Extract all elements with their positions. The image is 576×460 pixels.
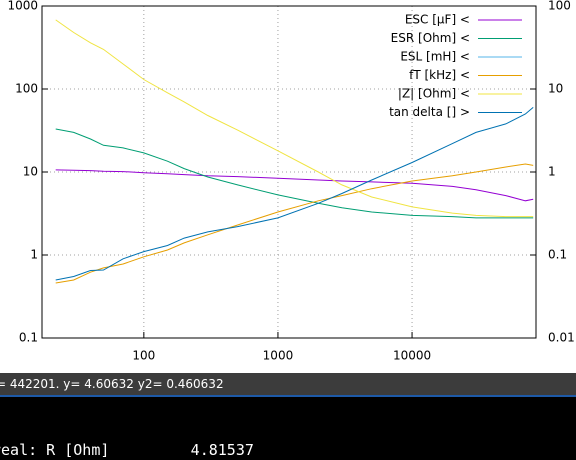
plot-frame bbox=[41, 5, 537, 339]
y-tick-label: 1 bbox=[30, 248, 38, 262]
y2-tick-label: 0.1 bbox=[548, 248, 567, 262]
legend-label: |Z| [Ohm] < bbox=[398, 87, 470, 101]
y-tick-label: 10 bbox=[23, 165, 38, 179]
y2-tick-label: 100 bbox=[548, 0, 571, 13]
x-tick-label: 1000 bbox=[263, 349, 294, 363]
y2-tick-label: 0.01 bbox=[548, 331, 575, 345]
legend-label: ESC [µF] < bbox=[405, 13, 470, 27]
terminal-line: real: R [Ohm] 4.81537 bbox=[0, 441, 254, 459]
y2-tick-label: 10 bbox=[548, 82, 563, 96]
y-tick-label: 1000 bbox=[7, 0, 38, 13]
terminal: real: R [Ohm] 4.81537 imag.: C [µF] 9.15… bbox=[0, 398, 576, 460]
series-line bbox=[55, 169, 534, 202]
chart: 100 1000 10000 0.1 1 10 100 1000 0.01 0.1 1 10 100 ES… bbox=[0, 0, 576, 373]
status-bar: = 442201. y= 4.60632 y2= 0.460632 bbox=[0, 373, 576, 397]
series-line bbox=[55, 107, 534, 281]
legend-label: fT [kHz] < bbox=[409, 68, 470, 82]
y-tick-label: 100 bbox=[15, 82, 38, 96]
legend-label: ESL [mH] < bbox=[400, 50, 470, 64]
series-line bbox=[55, 163, 534, 284]
legend-label: ESR [Ohm] < bbox=[391, 31, 470, 45]
series-line bbox=[55, 19, 534, 218]
y-tick-label: 0.1 bbox=[19, 331, 38, 345]
x-tick-label: 10000 bbox=[393, 349, 431, 363]
x-tick-label: 100 bbox=[132, 349, 155, 363]
legend-label: tan delta [] > bbox=[389, 105, 470, 119]
series-line bbox=[55, 128, 534, 219]
y2-tick-label: 1 bbox=[548, 165, 556, 179]
